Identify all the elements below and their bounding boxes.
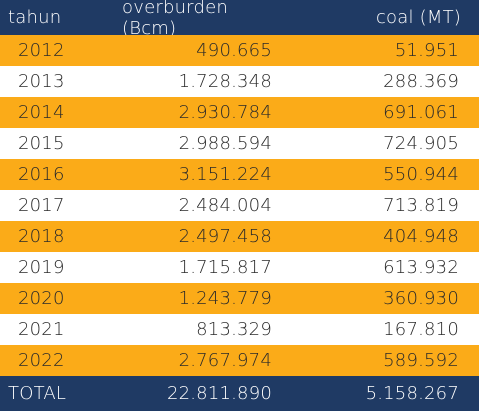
overburden-cell: 1.728.348 (178, 71, 272, 92)
overburden-cell: 3.151.224 (178, 164, 272, 185)
table-row: 2022 2.767.974 589.592 (0, 345, 479, 376)
year-cell: 2012 (18, 40, 65, 61)
table-row: 2018 2.497.458 404.948 (0, 221, 479, 252)
table-row: 2014 2.930.784 691.061 (0, 97, 479, 128)
year-cell: 2017 (18, 195, 65, 216)
coal-cell: 724.905 (383, 133, 459, 154)
year-cell: 2013 (18, 71, 65, 92)
year-cell: 2020 (18, 288, 65, 309)
year-cell: 2021 (18, 319, 65, 340)
coal-cell: 691.061 (383, 102, 459, 123)
table-total-row: TOTAL 22.811.890 5.158.267 (0, 376, 479, 411)
coal-cell: 713.819 (383, 195, 459, 216)
year-cell: 2016 (18, 164, 65, 185)
year-cell: 2019 (18, 257, 65, 278)
overburden-cell: 1.243.779 (178, 288, 272, 309)
overburden-cell: 2.930.784 (178, 102, 272, 123)
year-cell: 2018 (18, 226, 65, 247)
overburden-cell: 2.988.594 (178, 133, 272, 154)
year-cell: 2015 (18, 133, 65, 154)
header-overburden: overburden (Bcm) (122, 0, 228, 39)
overburden-cell: 813.329 (196, 319, 272, 340)
header-year: tahun (8, 7, 62, 28)
coal-cell: 167.810 (383, 319, 459, 340)
table-row: 2015 2.988.594 724.905 (0, 128, 479, 159)
table-row: 2020 1.243.779 360.930 (0, 283, 479, 314)
coal-cell: 613.932 (383, 257, 459, 278)
overburden-cell: 2.484.004 (178, 195, 272, 216)
header-coal: coal (MT) (375, 7, 461, 28)
coal-cell: 589.592 (383, 350, 459, 371)
overburden-cell: 490.665 (196, 40, 272, 61)
coal-cell: 550.944 (383, 164, 459, 185)
table-header-row: tahun overburden (Bcm) coal (MT) (0, 0, 479, 39)
total-overburden: 22.811.890 (166, 383, 272, 404)
year-cell: 2014 (18, 102, 65, 123)
table-row: 2016 3.151.224 550.944 (0, 159, 479, 190)
overburden-cell: 1.715.817 (178, 257, 272, 278)
table-row: 2021 813.329 167.810 (0, 314, 479, 345)
overburden-cell: 2.497.458 (178, 226, 272, 247)
total-coal: 5.158.267 (365, 383, 459, 404)
coal-cell: 288.369 (383, 71, 459, 92)
coal-cell: 404.948 (383, 226, 459, 247)
coal-cell: 51.951 (394, 40, 459, 61)
table-row: 2017 2.484.004 713.819 (0, 190, 479, 221)
table-row: 2012 490.665 51.951 (0, 35, 479, 66)
overburden-cell: 2.767.974 (178, 350, 272, 371)
total-label: TOTAL (8, 383, 67, 404)
table-row: 2013 1.728.348 288.369 (0, 66, 479, 97)
table-row: 2019 1.715.817 613.932 (0, 252, 479, 283)
coal-cell: 360.930 (383, 288, 459, 309)
year-cell: 2022 (18, 350, 65, 371)
